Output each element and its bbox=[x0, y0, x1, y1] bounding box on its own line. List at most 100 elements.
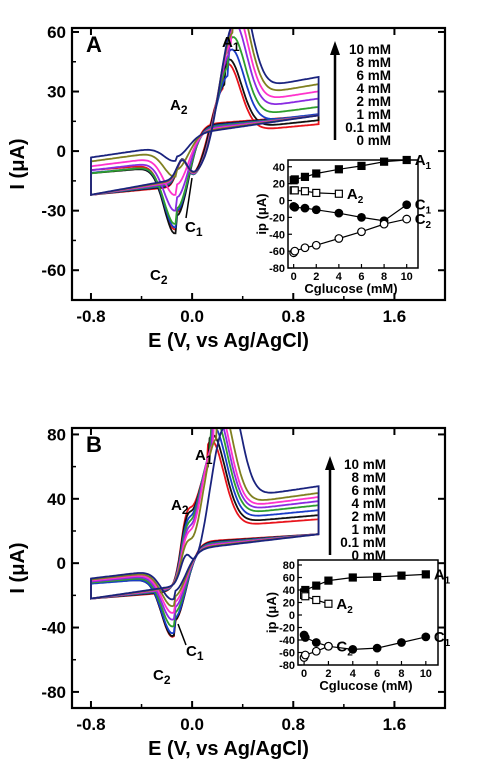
inset-point-c1 bbox=[372, 643, 382, 653]
panel-label: B bbox=[86, 432, 102, 457]
inset-series-label-c2: C2 bbox=[336, 638, 353, 658]
x-tick-label: -0.8 bbox=[76, 715, 105, 734]
inset-series-label-a2: A2 bbox=[347, 186, 364, 206]
peak-label-letter: C bbox=[153, 667, 164, 684]
peak-label-subscript: 1 bbox=[233, 40, 240, 54]
peak-label-letter: C bbox=[150, 267, 161, 284]
inset-frame bbox=[287, 159, 419, 269]
peak-label-subscript: 2 bbox=[161, 273, 168, 287]
x-tick-label: 1.6 bbox=[383, 307, 407, 326]
y-tick-label: 80 bbox=[47, 425, 66, 444]
concentration-label: 10 mM bbox=[349, 42, 391, 57]
concentration-label: 1 mM bbox=[356, 107, 391, 122]
peak-pointer bbox=[185, 177, 193, 219]
inset-point-c2 bbox=[324, 641, 333, 651]
peak-label-letter: A bbox=[170, 97, 181, 114]
inset-y-tick-label: 80 bbox=[283, 560, 295, 572]
inset-series-letter: C bbox=[415, 197, 426, 214]
inset-point-c1 bbox=[300, 203, 310, 213]
inset-series-subscript: 1 bbox=[426, 206, 432, 217]
inset-x-tick-label: 4 bbox=[350, 668, 357, 680]
x-tick-label: 0.8 bbox=[281, 715, 305, 734]
inset-y-tick-label: 0 bbox=[289, 610, 295, 622]
inset-y-axis-label: ip (μA) bbox=[254, 193, 269, 234]
peak-label-a1: A1 bbox=[195, 447, 213, 467]
inset-y-tick-label: -40 bbox=[279, 635, 295, 647]
inset-point-a1 bbox=[300, 172, 310, 181]
inset-point-c2 bbox=[300, 650, 310, 660]
peak-label-a2: A2 bbox=[171, 497, 189, 517]
inset-series-subscript: 1 bbox=[426, 161, 432, 172]
inset-series-letter: A bbox=[347, 186, 358, 203]
inset-y-tick-label: -80 bbox=[279, 660, 295, 672]
inset-series-label-c2: C2 bbox=[415, 211, 432, 231]
inset-point-c1 bbox=[311, 638, 321, 647]
peak-label-subscript: 2 bbox=[182, 503, 189, 517]
inset-point-a1 bbox=[290, 175, 299, 184]
inset-series-letter: C bbox=[434, 629, 445, 646]
x-tick-label: 0.0 bbox=[180, 307, 204, 326]
inset-point-c2 bbox=[311, 646, 321, 656]
inset-y-tick-label: 60 bbox=[283, 573, 295, 585]
inset-point-c1 bbox=[402, 200, 412, 210]
y-tick-label: 0 bbox=[57, 142, 66, 161]
inset-x-tick-label: 2 bbox=[325, 668, 331, 680]
inset-y-tick-label: -20 bbox=[279, 623, 295, 635]
inset-point-c1 bbox=[334, 208, 344, 218]
inset-point-c2 bbox=[311, 240, 321, 250]
x-axis-label: E (V, vs Ag/AgCl) bbox=[148, 330, 309, 352]
inset-series-subscript: 1 bbox=[445, 638, 451, 649]
inset-y-tick-label: -40 bbox=[269, 229, 285, 241]
inset-point-c1 bbox=[421, 632, 431, 642]
inset-point-c1 bbox=[348, 644, 358, 654]
x-tick-label: 0.8 bbox=[281, 307, 305, 326]
concentration-label: 0 mM bbox=[356, 133, 391, 148]
concentration-arrow-head bbox=[325, 456, 335, 470]
peak-label-a1: A1 bbox=[222, 34, 240, 54]
inset-point-a2 bbox=[300, 187, 310, 196]
inset-y-tick-label: 20 bbox=[273, 179, 285, 191]
inset-point-a1 bbox=[373, 572, 382, 581]
y-tick-label: 30 bbox=[47, 83, 66, 102]
inset-point-c1 bbox=[300, 633, 310, 642]
inset-point-a2 bbox=[334, 189, 343, 198]
inset-series-letter: A bbox=[415, 152, 426, 169]
cv-curves bbox=[90, 429, 320, 638]
inset-y-tick-label: -60 bbox=[269, 246, 285, 258]
inset-point-a1 bbox=[379, 157, 389, 166]
peak-label-subscript: 1 bbox=[197, 649, 204, 663]
x-axis-label: E (V, vs Ag/AgCl) bbox=[148, 738, 309, 760]
concentration-label: 8 mM bbox=[351, 470, 386, 485]
inset-x-tick-label: 10 bbox=[401, 271, 413, 283]
inset-y-tick-label: 20 bbox=[283, 598, 295, 610]
concentration-label: 2 mM bbox=[351, 509, 386, 524]
inset-series-label-a1: A1 bbox=[434, 566, 451, 586]
x-tick-label: 1.6 bbox=[383, 715, 407, 734]
inset-point-a1 bbox=[348, 573, 357, 582]
inset-point-c2 bbox=[290, 246, 300, 256]
inset-y-axis-label: ip (μA) bbox=[264, 592, 279, 633]
y-tick-label: -80 bbox=[41, 683, 66, 702]
peak-label-subscript: 1 bbox=[196, 225, 203, 239]
inset-point-a2 bbox=[312, 595, 321, 605]
inset-point-c1 bbox=[357, 212, 366, 222]
cv-curve-10-mM bbox=[90, 429, 320, 601]
inset-x-tick-label: 2 bbox=[313, 271, 319, 283]
x-tick-label: 0.0 bbox=[180, 715, 204, 734]
concentration-label: 4 mM bbox=[351, 496, 386, 511]
inset-point-a1 bbox=[334, 165, 343, 174]
peak-pointer bbox=[177, 623, 187, 646]
inset-series-subscript: 1 bbox=[445, 575, 451, 586]
y-tick-label: -30 bbox=[41, 202, 66, 221]
concentration-label: 6 mM bbox=[356, 68, 391, 83]
inset-point-a1 bbox=[421, 570, 430, 579]
y-axis-label: I (μA) bbox=[7, 138, 29, 189]
inset-series-letter: A bbox=[336, 596, 347, 613]
inset-series-letter: A bbox=[434, 566, 445, 583]
inset-point-c1 bbox=[290, 202, 300, 212]
inset-x-axis-label: Cglucose (mM) bbox=[319, 678, 412, 693]
panel-label: A bbox=[86, 32, 102, 57]
